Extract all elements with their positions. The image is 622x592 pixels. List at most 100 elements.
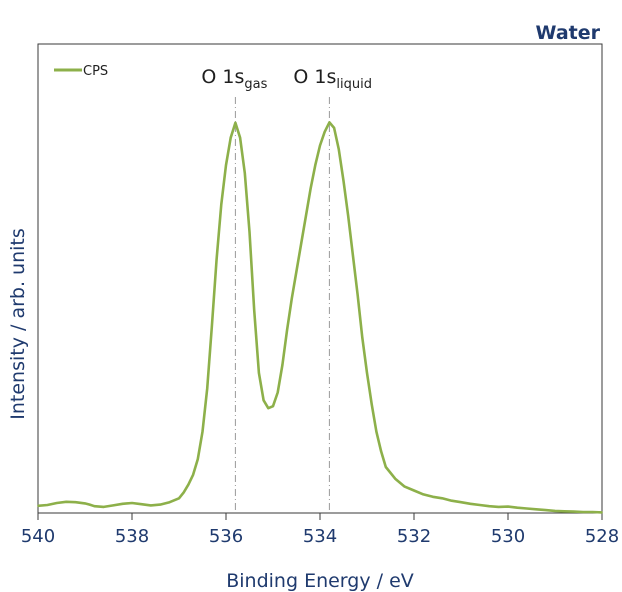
data-point [65, 500, 68, 503]
data-point [276, 391, 279, 394]
panel-title: Water [536, 22, 601, 44]
x-tick-label: 532 [397, 526, 431, 547]
x-tick-label: 528 [585, 526, 619, 547]
data-point [422, 493, 425, 496]
data-point [366, 372, 368, 374]
data-point [55, 502, 58, 504]
data-point [544, 509, 547, 511]
data-point [375, 430, 378, 433]
data-point [74, 501, 77, 504]
data-point [206, 387, 209, 390]
data-point [178, 497, 180, 500]
peak-annotations: O 1sgas O 1sliquid [201, 66, 372, 513]
data-point [300, 242, 303, 245]
data-point [239, 136, 242, 139]
x-tick-label: 534 [303, 526, 337, 547]
data-point [262, 399, 265, 402]
data-point [140, 503, 143, 506]
data-point [441, 497, 444, 500]
legend-label: CPS [83, 64, 108, 79]
data-point [450, 499, 453, 502]
peak-label-main: O 1s [293, 66, 336, 88]
x-tick-label: 538 [115, 526, 149, 547]
series-line-cps [37, 121, 603, 514]
data-point [384, 466, 387, 468]
data-point [149, 504, 152, 507]
data-point [192, 473, 195, 476]
data-point [93, 505, 96, 508]
data-point [356, 293, 359, 296]
data-point [347, 215, 350, 218]
data-point [102, 506, 105, 508]
data-point [469, 502, 472, 505]
data-point [168, 501, 171, 504]
data-point [323, 130, 326, 133]
data-point [342, 179, 345, 182]
data-point [413, 489, 415, 492]
data-point [361, 336, 364, 339]
data-point [309, 187, 312, 190]
data-point [535, 508, 538, 511]
data-point [290, 297, 293, 300]
data-point [337, 148, 340, 151]
x-tick-label: 536 [209, 526, 243, 547]
peak-label-subscript: liquid [336, 77, 372, 92]
data-point [258, 372, 260, 374]
data-point [525, 507, 528, 510]
data-point [460, 501, 462, 504]
data-point [182, 491, 185, 494]
data-point [84, 502, 86, 505]
data-point [248, 230, 251, 233]
data-point [112, 504, 115, 507]
data-point [305, 215, 307, 218]
data-point [121, 502, 124, 505]
data-point [225, 164, 227, 167]
data-point [319, 144, 321, 147]
plot-frame [37, 43, 603, 514]
legend: CPS [54, 64, 108, 79]
data-point [380, 450, 382, 453]
data-point [46, 504, 49, 506]
data-point [431, 495, 434, 498]
data-point [281, 364, 284, 366]
data-point [328, 121, 331, 124]
data-point [272, 405, 274, 408]
data-point [497, 506, 500, 508]
data-point [187, 483, 190, 486]
x-tick-label: 540 [21, 526, 55, 547]
peak-label: O 1sliquid [293, 66, 372, 92]
data-point [601, 511, 603, 514]
data-point [220, 203, 223, 206]
data-point [201, 430, 204, 433]
data-point [507, 505, 509, 508]
data-point [563, 510, 566, 513]
series-points [37, 121, 603, 514]
data-point [582, 511, 585, 513]
data-point [572, 510, 575, 513]
data-point [159, 503, 162, 506]
data-point [253, 309, 256, 312]
peak-label-main: O 1s [201, 66, 244, 88]
data-point [314, 164, 317, 167]
data-point [196, 458, 199, 460]
data-point [478, 504, 481, 506]
x-axis-ticks: 540 538 536 534 532 530 528 [21, 513, 619, 547]
data-point [211, 324, 213, 327]
x-axis-title: Binding Energy / eV [226, 570, 414, 592]
peak-label: O 1sgas [201, 66, 267, 92]
x-tick-label: 530 [491, 526, 525, 547]
data-point [267, 407, 270, 410]
data-point [243, 172, 246, 174]
data-point [131, 502, 133, 504]
data-point [554, 510, 556, 512]
data-point [88, 503, 91, 506]
data-point [333, 127, 335, 129]
data-point [370, 403, 373, 406]
data-point [403, 485, 406, 488]
peak-label-subscript: gas [244, 77, 267, 92]
y-axis-title: Intensity / arb. units [7, 228, 29, 419]
data-point [234, 121, 237, 124]
data-point [215, 258, 218, 261]
data-point [591, 511, 594, 513]
data-point [286, 328, 288, 331]
